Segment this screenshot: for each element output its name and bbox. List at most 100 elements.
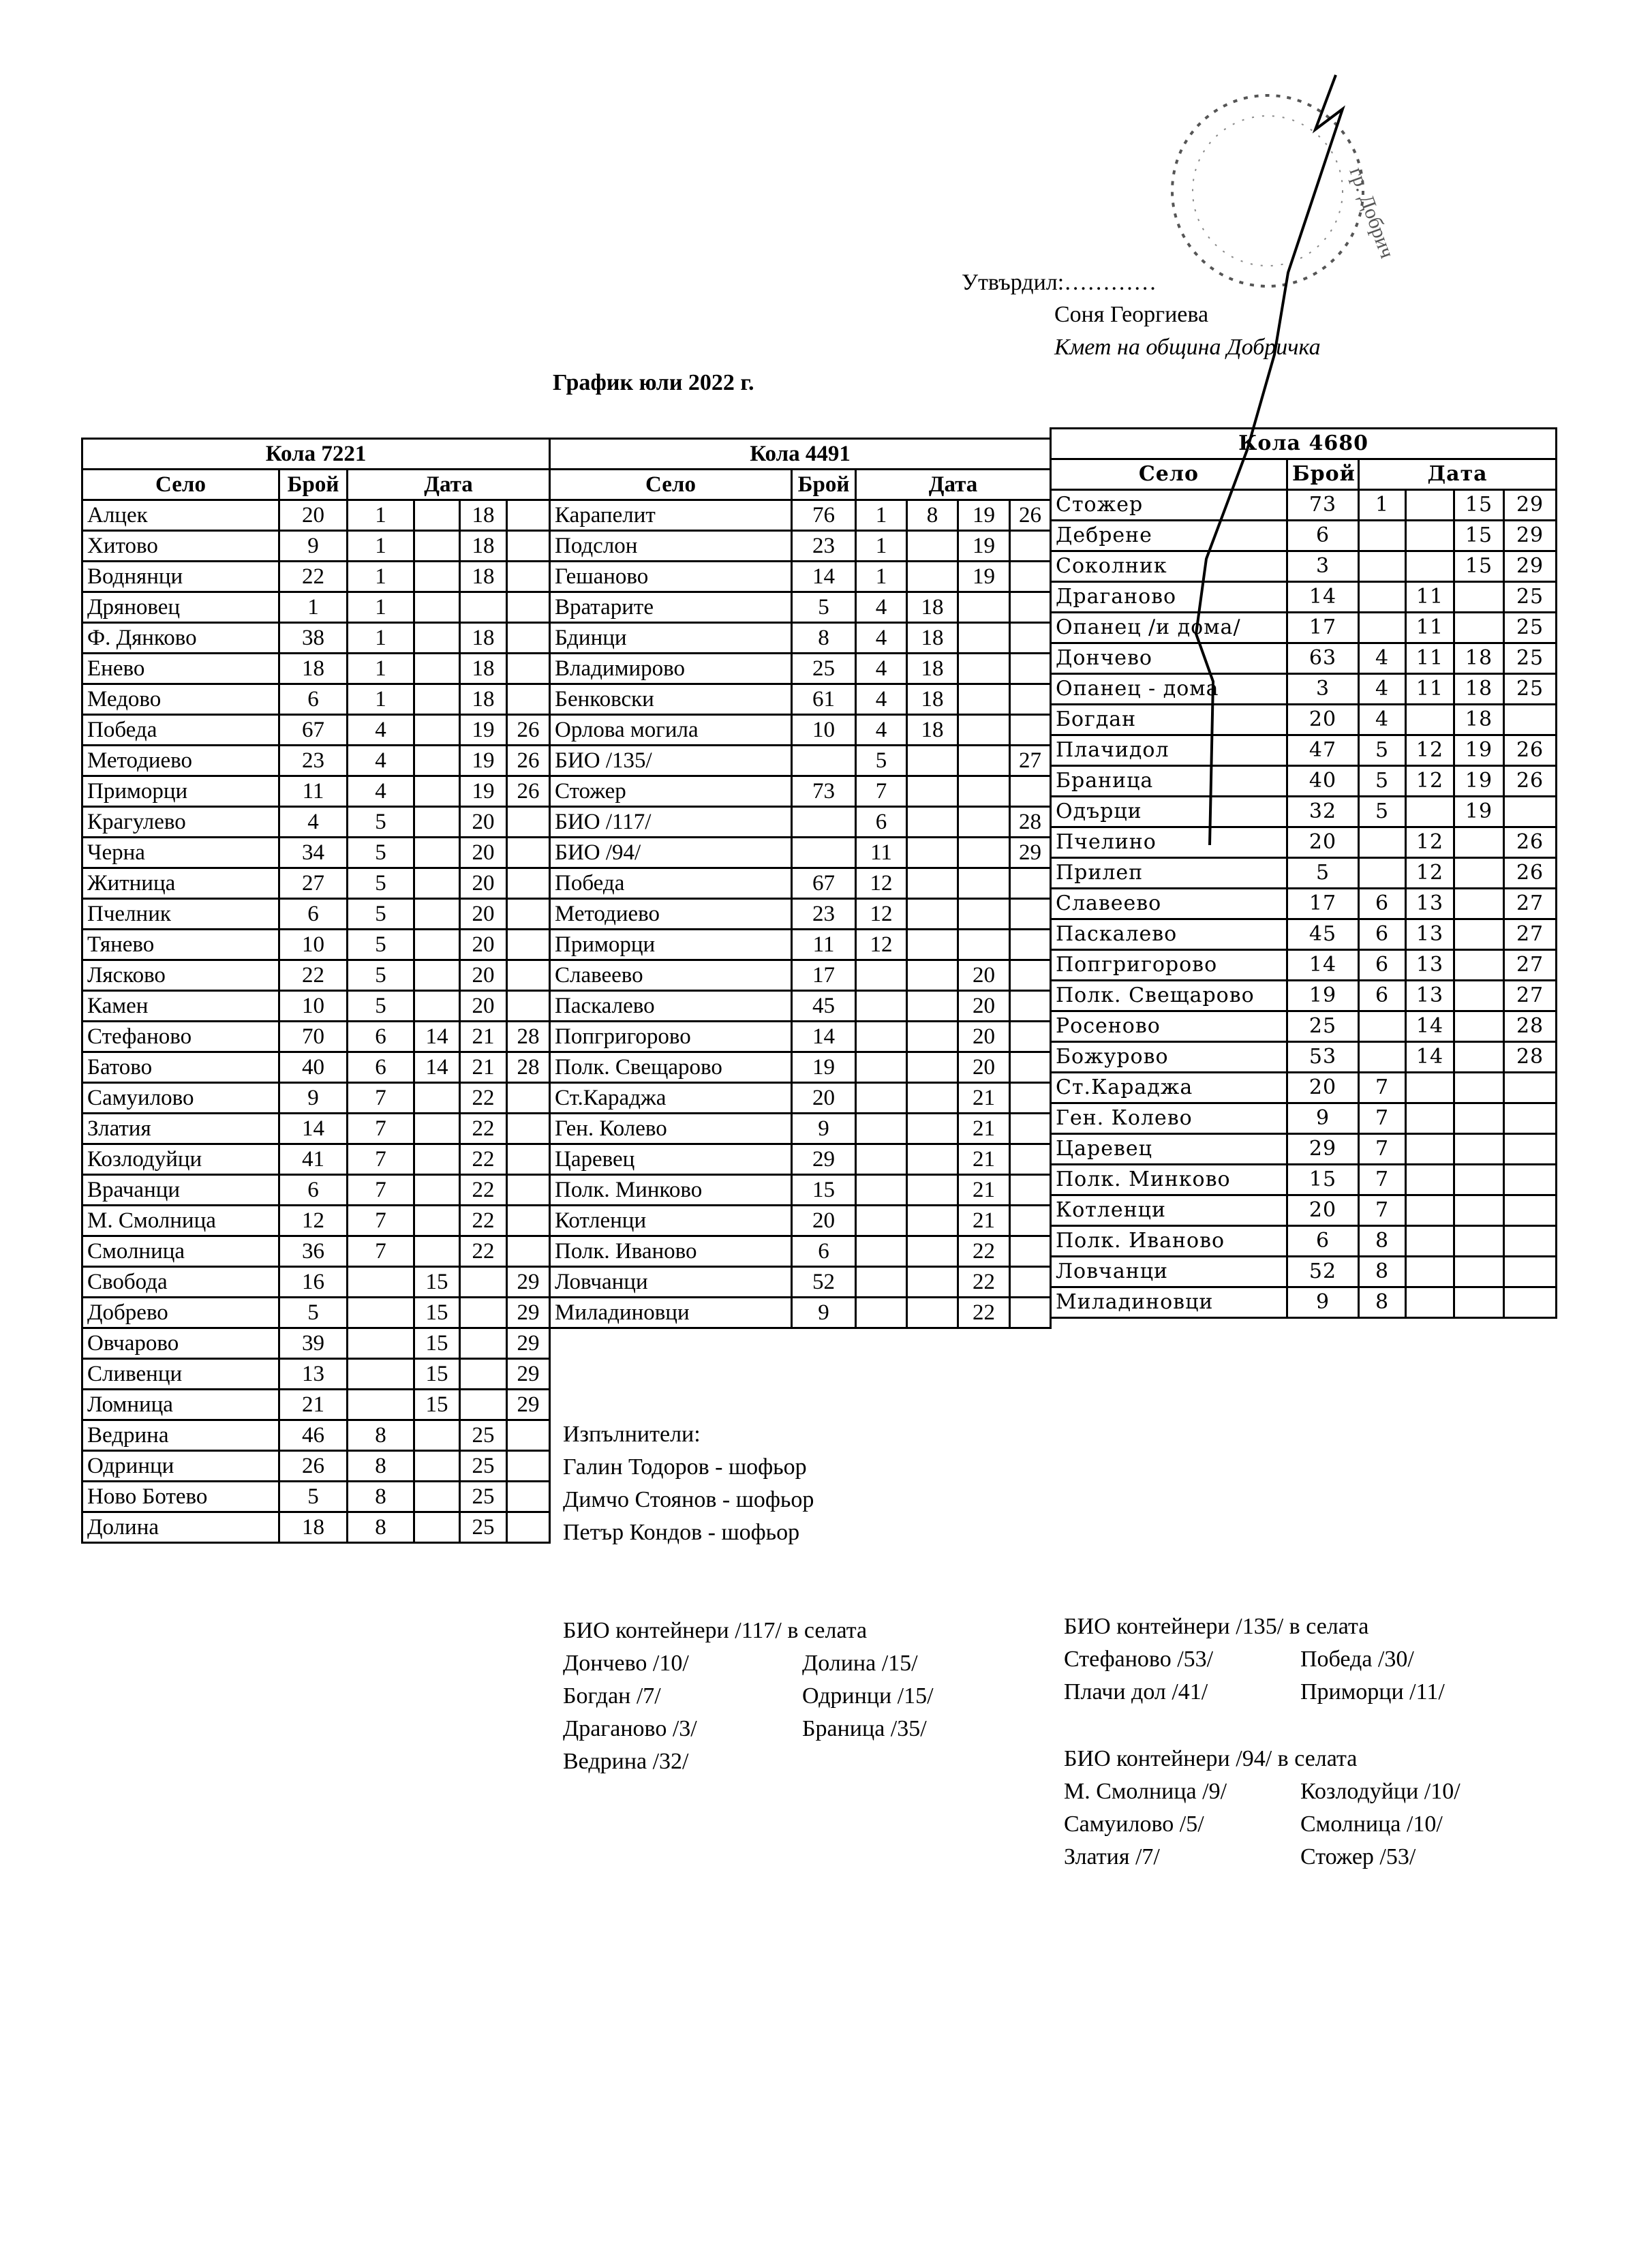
date-cell: 22	[459, 1235, 508, 1268]
table-row: Житница 27 5 20	[81, 867, 551, 900]
table-row: Стефаново 70 6 14 21 28	[81, 1020, 551, 1053]
date-cell	[505, 530, 551, 562]
date-cell	[906, 530, 959, 562]
date-cell	[1405, 1102, 1455, 1135]
date-cell	[1405, 1133, 1455, 1165]
date-cell	[1453, 1194, 1505, 1227]
date-cell	[1008, 622, 1052, 654]
count-cell: 9	[1286, 1102, 1360, 1135]
date-cell	[1008, 1020, 1052, 1053]
date-cell: 22	[459, 1143, 508, 1176]
village-cell: Ст.Караджа	[1050, 1071, 1288, 1104]
date-cell: 29	[1502, 489, 1558, 521]
date-cell: 7	[1358, 1163, 1407, 1196]
village-cell: БИО /135/	[549, 744, 793, 777]
table-row: Методиево 23 12	[549, 898, 1052, 930]
count-cell: 9	[791, 1112, 857, 1145]
date-cell	[1502, 1163, 1558, 1196]
date-cell	[459, 1266, 508, 1298]
village-cell: Полк. Свещарово	[1050, 979, 1288, 1012]
village-cell: Ведрина	[81, 1419, 280, 1452]
table-row: Батово 40 6 14 21 28	[81, 1051, 551, 1084]
count-cell: 11	[278, 775, 348, 808]
table-row: Ген. Колево 9 7	[1050, 1102, 1558, 1135]
date-cell: 28	[1008, 806, 1052, 838]
date-cell: 11	[1405, 642, 1455, 675]
village-cell: Котленци	[549, 1204, 793, 1237]
date-cell: 15	[413, 1266, 461, 1298]
vehicle-header-row: Кола 4491	[548, 438, 1052, 470]
date-cell: 19	[1453, 765, 1505, 797]
date-cell: 5	[855, 744, 908, 777]
date-cell: 6	[1358, 979, 1407, 1012]
executor: Галин Тодоров - шофьор	[563, 1454, 807, 1480]
table-row: Вратарите 5 4 18	[549, 591, 1052, 624]
approved-label: Утвърдил:…………	[962, 270, 1157, 295]
date-cell	[906, 775, 959, 808]
date-cell	[855, 1266, 908, 1298]
table-row: Богдан 20 4 18	[1050, 703, 1558, 736]
date-cell: 27	[1502, 979, 1558, 1012]
village-cell: Козлодуйци	[81, 1143, 280, 1176]
count-cell: 46	[278, 1419, 348, 1452]
column-header-row: Село Брой Дата	[1050, 458, 1558, 491]
count-cell: 5	[791, 591, 857, 624]
date-cell: 6	[1358, 887, 1407, 920]
count-cell: 41	[278, 1143, 348, 1176]
count-cell	[791, 806, 857, 838]
count-cell: 17	[791, 959, 857, 992]
village-cell: Бдинци	[549, 622, 793, 654]
date-cell: 5	[1358, 765, 1407, 797]
date-cell	[1405, 1071, 1455, 1104]
village-cell: Победа	[81, 714, 280, 746]
date-cell	[1502, 1194, 1558, 1227]
village-cell: Батово	[81, 1051, 280, 1084]
date-cell	[1453, 1071, 1505, 1104]
date-cell	[505, 1511, 551, 1544]
date-cell: 7	[1358, 1133, 1407, 1165]
date-cell: 8	[346, 1511, 415, 1544]
date-cell: 7	[346, 1235, 415, 1268]
date-cell	[413, 1419, 461, 1452]
date-cell: 20	[459, 867, 508, 900]
date-cell	[1405, 1163, 1455, 1196]
date-cell	[906, 1112, 959, 1145]
date-cell: 4	[855, 714, 908, 746]
table-row: Ст.Караджа 20 21	[549, 1082, 1052, 1114]
bio-village: Самуилово /5/	[1064, 1812, 1204, 1837]
count-cell: 14	[278, 1112, 348, 1145]
table-row: Пчелник 6 5 20	[81, 898, 551, 930]
date-cell: 21	[459, 1051, 508, 1084]
date-cell	[413, 530, 461, 562]
date-cell	[855, 990, 908, 1022]
table-row: Одринци 26 8 25	[81, 1450, 551, 1482]
village-cell: Ломница	[81, 1388, 280, 1421]
village-cell: Прилеп	[1050, 857, 1288, 889]
date-cell: 5	[346, 990, 415, 1022]
count-cell: 70	[278, 1020, 348, 1053]
date-cell: 11	[1405, 673, 1455, 705]
date-cell	[413, 990, 461, 1022]
date-cell	[906, 898, 959, 930]
table-row: Ловчанци 52 8	[1050, 1255, 1558, 1288]
date-cell	[906, 1174, 959, 1206]
table-row: БИО /135/5 27	[549, 744, 1052, 777]
count-cell: 36	[278, 1235, 348, 1268]
date-cell	[459, 591, 508, 624]
table-row: Драганово 14 11 25	[1050, 581, 1558, 613]
village-cell: Пчелник	[81, 898, 280, 930]
date-cell: 18	[459, 652, 508, 685]
count-cell: 20	[791, 1082, 857, 1114]
count-cell: 10	[278, 928, 348, 961]
bio-heading: БИО контейнери /135/ в селата	[1064, 1614, 1369, 1639]
date-cell: 11	[855, 836, 908, 869]
bio-village: Драганово /3/	[563, 1716, 697, 1741]
date-cell: 25	[1502, 673, 1558, 705]
village-cell: Алцек	[81, 499, 280, 532]
table-row: БИО /94/11 29	[549, 836, 1052, 869]
date-cell	[1008, 959, 1052, 992]
table-row: Ген. Колево 9 21	[549, 1112, 1052, 1145]
count-cell: 45	[791, 990, 857, 1022]
date-cell	[957, 652, 1011, 685]
date-cell: 13	[1405, 918, 1455, 951]
